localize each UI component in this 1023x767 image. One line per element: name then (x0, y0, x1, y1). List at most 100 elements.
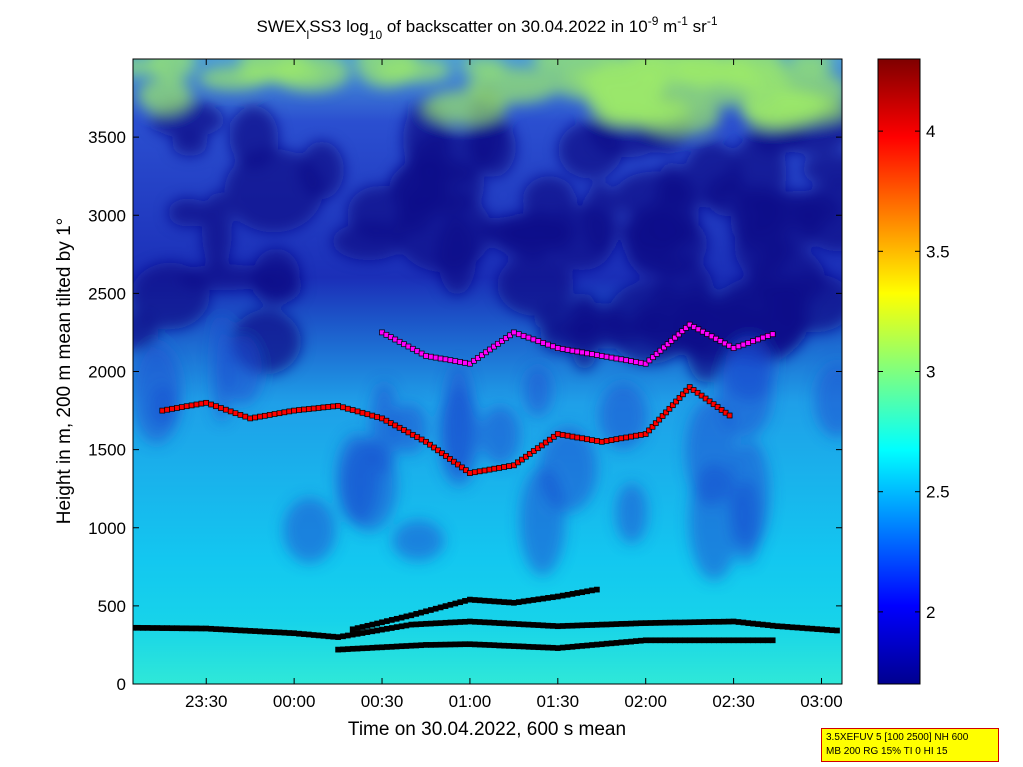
layer-mark-mixing-layer-base (330, 633, 337, 640)
colorbar-tick-label: 3.5 (926, 242, 950, 261)
layer-mark-mixing-layer-base (525, 621, 532, 628)
layer-mark-cloud-layer-red (261, 412, 268, 419)
layer-mark-upper-layer-magenta (545, 341, 551, 348)
layer-mark-mixing-layer-base (598, 621, 605, 628)
layer-mark-mixing-layer-base (725, 618, 732, 625)
layer-mark-cloud-layer-red (706, 398, 713, 405)
layer-mark-residual-layer (359, 645, 366, 652)
layer-mark-upper-layer-magenta (511, 329, 517, 336)
layer-mark-residual-layer (725, 637, 732, 644)
layer-mark-rising-layer (501, 599, 507, 605)
layer-mark-mixing-layer-base (814, 626, 821, 632)
layer-mark-cloud-layer-red (608, 437, 615, 443)
layer-mark-mixing-layer-base (511, 620, 517, 627)
layer-mark-residual-layer (569, 643, 576, 650)
layer-mark-mixing-layer-base (286, 630, 293, 636)
x-tick-label: 03:00 (800, 692, 843, 711)
layer-mark-cloud-layer-red (369, 412, 376, 419)
heatmap-blob-dark (583, 182, 619, 253)
heatmap-blob-dark (179, 264, 272, 291)
layer-mark-rising-layer (594, 586, 600, 593)
layer-mark-residual-layer (720, 637, 727, 644)
layer-mark-rising-layer (569, 591, 576, 597)
layer-mark-cloud-layer-red (374, 414, 380, 420)
layer-mark-cloud-layer-red (423, 438, 429, 445)
layer-mark-cloud-layer-red (325, 404, 332, 410)
heatmap-blob-dark (252, 248, 300, 300)
x-axis-label: Time on 30.04.2022, 600 s mean (348, 719, 626, 740)
layer-mark-mixing-layer-base (594, 621, 600, 628)
layer-mark-mixing-layer-base (574, 622, 581, 629)
layer-mark-upper-layer-magenta (650, 354, 656, 361)
layer-mark-rising-layer (393, 615, 400, 622)
layer-mark-mixing-layer-base (633, 620, 639, 627)
layer-mark-mixing-layer-base (183, 625, 190, 632)
layer-mark-mixing-layer-base (789, 624, 796, 631)
processing-info-line2: MB 200 RG 15% TI 0 HI 15 (826, 746, 948, 757)
processing-info-box: 3.5XEFUV 5 [100 2500] NH 600 MB 200 RG 1… (821, 728, 999, 762)
layer-mark-cloud-layer-red (584, 436, 590, 443)
layer-mark-upper-layer-magenta (437, 355, 444, 362)
heatmap-area (133, 59, 842, 684)
layer-mark-mixing-layer-base (501, 620, 507, 627)
heatmap-blob-dark (558, 121, 623, 179)
layer-mark-residual-layer (535, 644, 542, 651)
layer-mark-cloud-layer-red (501, 464, 507, 470)
layer-mark-cloud-layer-red (663, 409, 669, 416)
layer-mark-mixing-layer-base (540, 622, 547, 629)
layer-mark-mixing-layer-base (291, 630, 297, 637)
x-tick-label: 01:00 (449, 692, 492, 711)
layer-mark-residual-layer (344, 646, 351, 652)
layer-mark-mixing-layer-base (432, 620, 439, 627)
heatmap-blob-mid (523, 366, 553, 417)
layer-mark-residual-layer (628, 638, 634, 645)
layer-mark-cloud-layer-red (666, 405, 673, 412)
layer-mark-residual-layer (716, 637, 722, 644)
layer-mark-residual-layer (379, 644, 385, 651)
layer-mark-residual-layer (374, 644, 380, 651)
x-tick-label: 00:30 (361, 692, 404, 711)
layer-mark-mixing-layer-base (174, 625, 180, 632)
layer-mark-mixing-layer-base (681, 619, 688, 626)
y-axis: 0 500 1000 1500 2000 2500 3000 3500 (88, 128, 842, 694)
layer-mark-upper-layer-magenta (428, 353, 434, 360)
layer-mark-mixing-layer-base (340, 633, 346, 640)
layer-mark-cloud-layer-red (222, 406, 229, 413)
layer-mark-residual-layer (545, 644, 551, 651)
layer-mark-upper-layer-magenta (735, 343, 742, 350)
layer-mark-upper-layer-magenta (452, 358, 459, 364)
layer-mark-residual-layer (681, 637, 688, 644)
layer-mark-mixing-layer-base (584, 622, 590, 628)
layer-mark-residual-layer (559, 644, 566, 651)
layer-mark-mixing-layer-base (834, 627, 840, 634)
heatmap-blob-mid (615, 483, 648, 544)
layer-mark-mixing-layer-base (359, 630, 366, 636)
layer-mark-residual-layer (525, 643, 532, 650)
layer-mark-cloud-layer-red (218, 405, 224, 411)
layer-mark-upper-layer-magenta (574, 348, 581, 355)
layer-mark-mixing-layer-base (520, 621, 527, 628)
layer-mark-mixing-layer-base (467, 618, 473, 625)
layer-mark-residual-layer (388, 643, 395, 650)
layer-mark-residual-layer (740, 637, 747, 644)
layer-mark-residual-layer (486, 642, 493, 648)
layer-mark-residual-layer (574, 643, 581, 650)
layer-mark-mixing-layer-base (320, 632, 327, 639)
layer-mark-residual-layer (691, 637, 698, 644)
layer-mark-mixing-layer-base (720, 618, 727, 625)
layer-mark-upper-layer-magenta (525, 334, 532, 341)
layer-mark-rising-layer (403, 613, 410, 620)
layer-mark-upper-layer-magenta (535, 338, 542, 344)
layer-mark-cloud-layer-red (714, 404, 721, 410)
layer-mark-residual-layer (437, 641, 444, 648)
layer-mark-mixing-layer-base (222, 626, 229, 633)
heatmap-blob-dark (802, 153, 842, 186)
layer-mark-residual-layer (413, 642, 420, 649)
layer-mark-mixing-layer-base (809, 625, 816, 632)
layer-mark-mixing-layer-base (535, 622, 542, 628)
heatmap-blob-dark (201, 192, 233, 271)
layer-mark-cloud-layer-red (183, 403, 190, 410)
layer-mark-mixing-layer-base (569, 622, 576, 629)
layer-mark-mixing-layer-base (711, 618, 717, 625)
colorbar (877, 58, 921, 685)
